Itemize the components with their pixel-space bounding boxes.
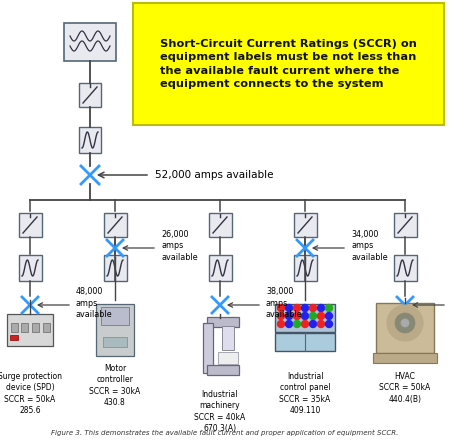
FancyBboxPatch shape (222, 326, 234, 350)
FancyBboxPatch shape (104, 213, 126, 237)
Circle shape (285, 320, 292, 327)
FancyBboxPatch shape (208, 213, 231, 237)
Text: Surge protection
device (SPD)
SCCR = 50kA
285.6: Surge protection device (SPD) SCCR = 50k… (0, 372, 62, 415)
Text: 26,000
amps
available: 26,000 amps available (161, 231, 198, 262)
Text: 34,000
amps
available: 34,000 amps available (351, 231, 387, 262)
FancyBboxPatch shape (32, 323, 39, 333)
FancyBboxPatch shape (275, 304, 335, 332)
Circle shape (310, 304, 316, 312)
Circle shape (395, 313, 415, 333)
FancyBboxPatch shape (96, 304, 134, 356)
Circle shape (293, 312, 301, 319)
FancyBboxPatch shape (393, 213, 417, 237)
Circle shape (293, 320, 301, 327)
FancyBboxPatch shape (376, 303, 434, 353)
Circle shape (318, 320, 324, 327)
FancyBboxPatch shape (7, 314, 53, 346)
FancyBboxPatch shape (293, 213, 316, 237)
Circle shape (318, 304, 324, 312)
FancyBboxPatch shape (18, 255, 41, 281)
FancyBboxPatch shape (293, 255, 316, 281)
Circle shape (302, 320, 309, 327)
FancyBboxPatch shape (10, 323, 18, 333)
Text: 48,000
amps
available: 48,000 amps available (76, 287, 112, 319)
FancyBboxPatch shape (10, 335, 18, 341)
Circle shape (325, 320, 333, 327)
FancyBboxPatch shape (18, 213, 41, 237)
FancyBboxPatch shape (79, 83, 101, 107)
Text: Figure 3. This demonstrates the available fault current and proper application o: Figure 3. This demonstrates the availabl… (51, 430, 399, 436)
Circle shape (293, 304, 301, 312)
FancyBboxPatch shape (42, 323, 50, 333)
FancyBboxPatch shape (208, 255, 231, 281)
Circle shape (318, 312, 324, 319)
Circle shape (387, 305, 423, 341)
FancyBboxPatch shape (104, 255, 126, 281)
Text: 38,000
amps
available: 38,000 amps available (266, 287, 302, 319)
Circle shape (278, 304, 284, 312)
FancyBboxPatch shape (207, 317, 239, 327)
Circle shape (285, 304, 292, 312)
FancyBboxPatch shape (103, 337, 127, 347)
Circle shape (278, 312, 284, 319)
Text: Motor
controller
SCCR = 30kA
430.8: Motor controller SCCR = 30kA 430.8 (90, 364, 140, 407)
FancyBboxPatch shape (133, 3, 444, 125)
Text: Industrial
machinery
SCCR = 40kA
670.3(A): Industrial machinery SCCR = 40kA 670.3(A… (194, 390, 246, 433)
FancyBboxPatch shape (101, 307, 129, 325)
Circle shape (285, 312, 292, 319)
FancyBboxPatch shape (21, 323, 28, 333)
Circle shape (310, 312, 316, 319)
FancyBboxPatch shape (275, 333, 335, 351)
FancyBboxPatch shape (79, 127, 101, 153)
Text: 52,000 amps available: 52,000 amps available (155, 170, 274, 180)
Circle shape (302, 312, 309, 319)
Circle shape (325, 304, 333, 312)
FancyBboxPatch shape (203, 323, 213, 373)
FancyBboxPatch shape (64, 23, 116, 61)
FancyBboxPatch shape (218, 352, 238, 364)
Circle shape (278, 320, 284, 327)
Circle shape (401, 319, 409, 327)
Text: HVAC
SCCR = 50kA
440.4(B): HVAC SCCR = 50kA 440.4(B) (379, 372, 431, 404)
Text: Industrial
control panel
SCCR = 35kA
409.110: Industrial control panel SCCR = 35kA 409… (279, 372, 331, 415)
FancyBboxPatch shape (373, 353, 437, 363)
Circle shape (325, 312, 333, 319)
FancyBboxPatch shape (393, 255, 417, 281)
Circle shape (310, 320, 316, 327)
FancyBboxPatch shape (207, 365, 239, 375)
Text: Short-Circuit Current Ratings (SCCR) on
equipment labels must be not less than
t: Short-Circuit Current Ratings (SCCR) on … (160, 39, 417, 89)
Circle shape (302, 304, 309, 312)
